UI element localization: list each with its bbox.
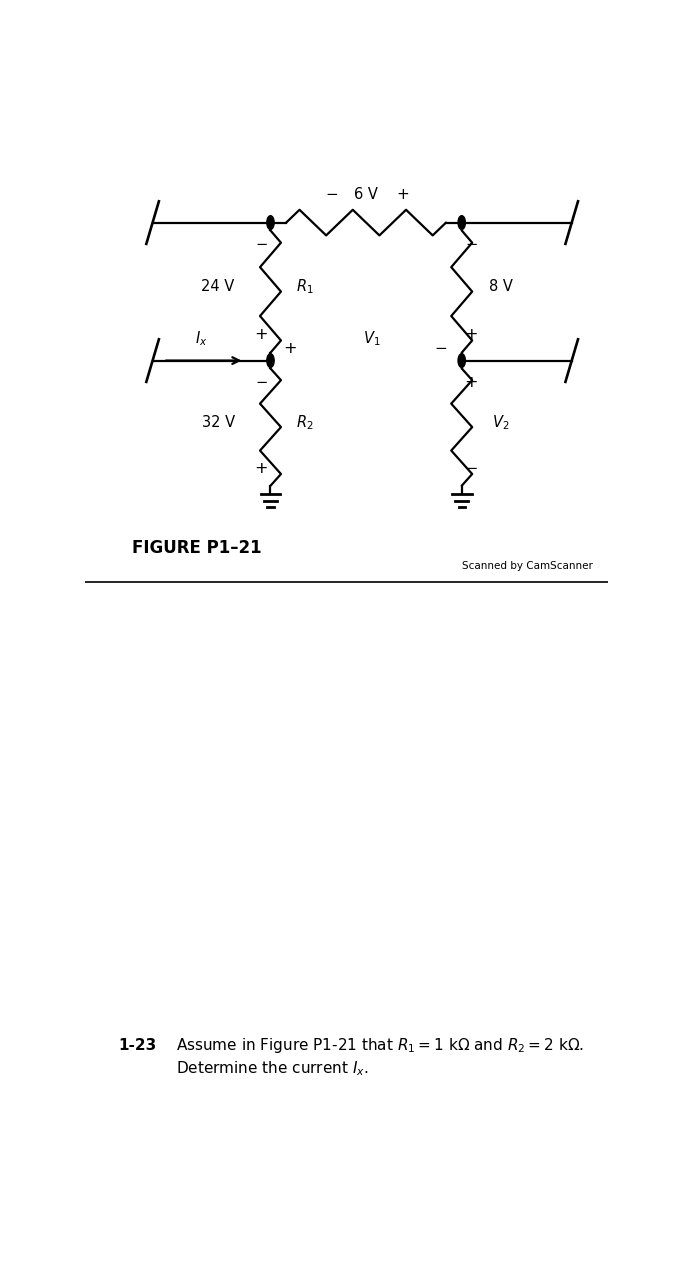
Text: $I_x$: $I_x$ <box>195 329 208 348</box>
Circle shape <box>458 216 465 229</box>
Text: +: + <box>464 328 478 343</box>
Text: 8 V: 8 V <box>489 279 513 294</box>
Text: FIGURE P1–21: FIGURE P1–21 <box>132 539 262 557</box>
Text: Assume in Figure P1-21 that $R_1 = 1$ k$\Omega$ and $R_2 = 2$ k$\Omega$.: Assume in Figure P1-21 that $R_1 = 1$ k$… <box>176 1036 584 1055</box>
Text: $R_2$: $R_2$ <box>296 413 313 431</box>
Circle shape <box>458 353 465 367</box>
Text: 6 V: 6 V <box>354 187 378 202</box>
Text: 32 V: 32 V <box>201 415 235 430</box>
Text: −: − <box>435 342 447 356</box>
Circle shape <box>267 353 274 367</box>
Text: −: − <box>465 237 477 252</box>
Text: −: − <box>255 237 267 252</box>
Text: −: − <box>326 187 339 202</box>
Text: +: + <box>464 375 478 389</box>
Text: −: − <box>465 461 477 475</box>
Text: $R_1$: $R_1$ <box>295 278 314 296</box>
Text: $V_2$: $V_2$ <box>492 413 510 431</box>
Text: +: + <box>254 328 268 343</box>
Text: +: + <box>284 342 297 356</box>
Text: 24 V: 24 V <box>201 279 235 294</box>
Text: −: − <box>255 375 267 389</box>
Text: +: + <box>396 187 409 202</box>
Text: Scanned by CamScanner: Scanned by CamScanner <box>462 561 593 571</box>
Text: +: + <box>254 461 268 475</box>
Text: $V_1$: $V_1$ <box>362 329 380 348</box>
Text: Determine the current $I_x$.: Determine the current $I_x$. <box>176 1059 369 1078</box>
Circle shape <box>267 216 274 229</box>
Text: 1-23: 1-23 <box>118 1038 157 1053</box>
